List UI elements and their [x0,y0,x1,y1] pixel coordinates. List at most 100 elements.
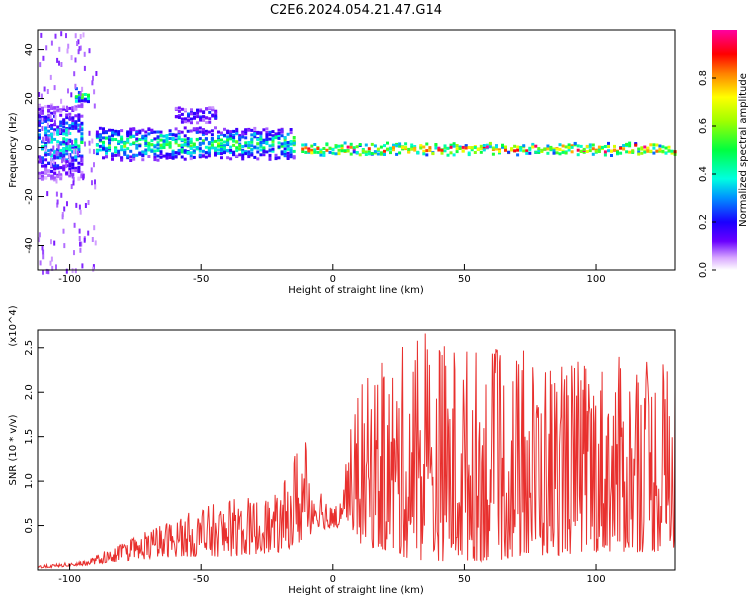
spectrogram-cell [42,249,45,255]
spectrogram-cell [71,173,74,179]
spectrogram-cell [77,148,81,152]
spectrogram-cell [150,149,154,153]
spectrogram-cell [120,156,124,160]
spectrogram-cell [44,131,48,135]
spectrogram-cell [144,148,148,152]
spectrogram-cell [54,115,57,120]
spectrogram-cell [190,110,193,113]
spectrogram-cell [80,103,84,107]
spectrogram-cell [50,161,52,167]
spectrogram-cell [277,128,281,132]
spectrogram-cell [528,146,532,150]
spectrogram-cell [370,142,374,146]
spectrogram-cell [73,250,75,256]
spectrogram-cell [50,169,54,173]
spectrogram-cell [77,176,81,180]
spectrogram-cell [114,138,118,141]
spectrogram-cell [62,168,66,172]
spectrogram-cell [120,137,124,141]
spectrogram-cell [446,153,450,157]
spectrogram-cell [80,96,84,100]
spectrogram-cell [289,153,293,157]
spectrogram-cell [159,143,163,147]
spectrogram-cell [65,133,69,137]
spectrogram-cell [613,144,616,148]
spectrogram-cell [440,148,444,152]
spectrogram-cell [271,149,275,153]
spectrogram-cell [491,152,495,156]
spectrogram-cell [168,132,172,136]
spectrogram-cell [95,132,99,136]
spectrogram-cell [94,184,97,190]
spectrogram-cell [413,145,417,148]
spectrogram-cell [534,150,538,154]
spectrogram-cell [53,85,56,91]
spectrogram-cell [129,159,133,162]
spectrogram-cell [398,151,402,155]
spectrogram-cell [189,137,193,141]
spectrogram-cell [253,135,257,139]
spectrogram-cell [198,126,202,130]
snr-x-ticks: -100 -50 0 50 100 [58,564,606,585]
spectrogram-cell [141,150,145,154]
spectrogram-cell [93,149,95,155]
spectrogram-cell [204,132,208,136]
spectrogram-cell [217,144,220,148]
spectrogram-cell [190,117,193,121]
spectrogram-cell [232,136,236,139]
spectrogram-cell [198,137,202,141]
spectrogram-cell [150,143,154,147]
spectrogram-cell [328,146,332,150]
spectrogram-cell [108,138,111,142]
spectrogram-cell [187,120,190,124]
spectrogram-cell [50,111,54,115]
spectrogram-cell [214,114,218,118]
spectrogram-cell [522,144,526,148]
spectrogram-cell [247,150,251,154]
spectrogram-cell [238,136,242,140]
spectrogram-cell [283,144,287,148]
spectrogram-cell [102,156,105,160]
spectrogram-cell [271,139,275,143]
spectrogram-cell [153,137,157,141]
spectrogram-cell [286,147,290,151]
spectrogram-cell [619,151,623,155]
spectrogram-cell [147,146,151,150]
spectrogram-cell [358,143,362,146]
spectrogram-cell [80,121,84,125]
spectrogram-cell [265,142,269,145]
spectrogram-cell [495,145,498,149]
spectrogram-cell [467,151,471,155]
spectrogram-cell [232,143,236,147]
spectrogram-cell [667,145,671,149]
spectrogram-cell [53,171,57,175]
spectrogram-cell [274,132,278,136]
spectrogram-cell [45,45,48,51]
spectrogram-cell [108,135,111,139]
spectrogram-cell [655,149,659,153]
spectrogram-cell [625,150,629,154]
spectrogram-cell [73,149,75,155]
spectrogram-cell [126,137,130,141]
spectrogram-cell [168,137,172,140]
spectrogram-cell [47,269,50,275]
spectrogram-cell [108,128,111,132]
spectrogram-cell [652,143,656,147]
spectrogram-cell [72,180,75,186]
spectrogram-cell [102,131,105,135]
spectrogram-cell [94,240,97,246]
spectrogram-cell [150,130,154,134]
spectrogram-cell [364,153,368,156]
spectrogram-cell [274,157,278,161]
spectrogram-cell [485,143,489,147]
spectrogram-cell [132,157,136,161]
spectrogram-cell [195,130,199,134]
spectrogram-cell [53,164,57,168]
spectrogram-cell [223,144,226,148]
spectrogram-cell [235,132,239,136]
spectrogram-cell [45,136,48,142]
spectrogram-cell [52,159,55,165]
spectrogram-cell [319,153,323,157]
spectrogram-cell [71,167,75,170]
spectrogram-cell [265,131,269,134]
